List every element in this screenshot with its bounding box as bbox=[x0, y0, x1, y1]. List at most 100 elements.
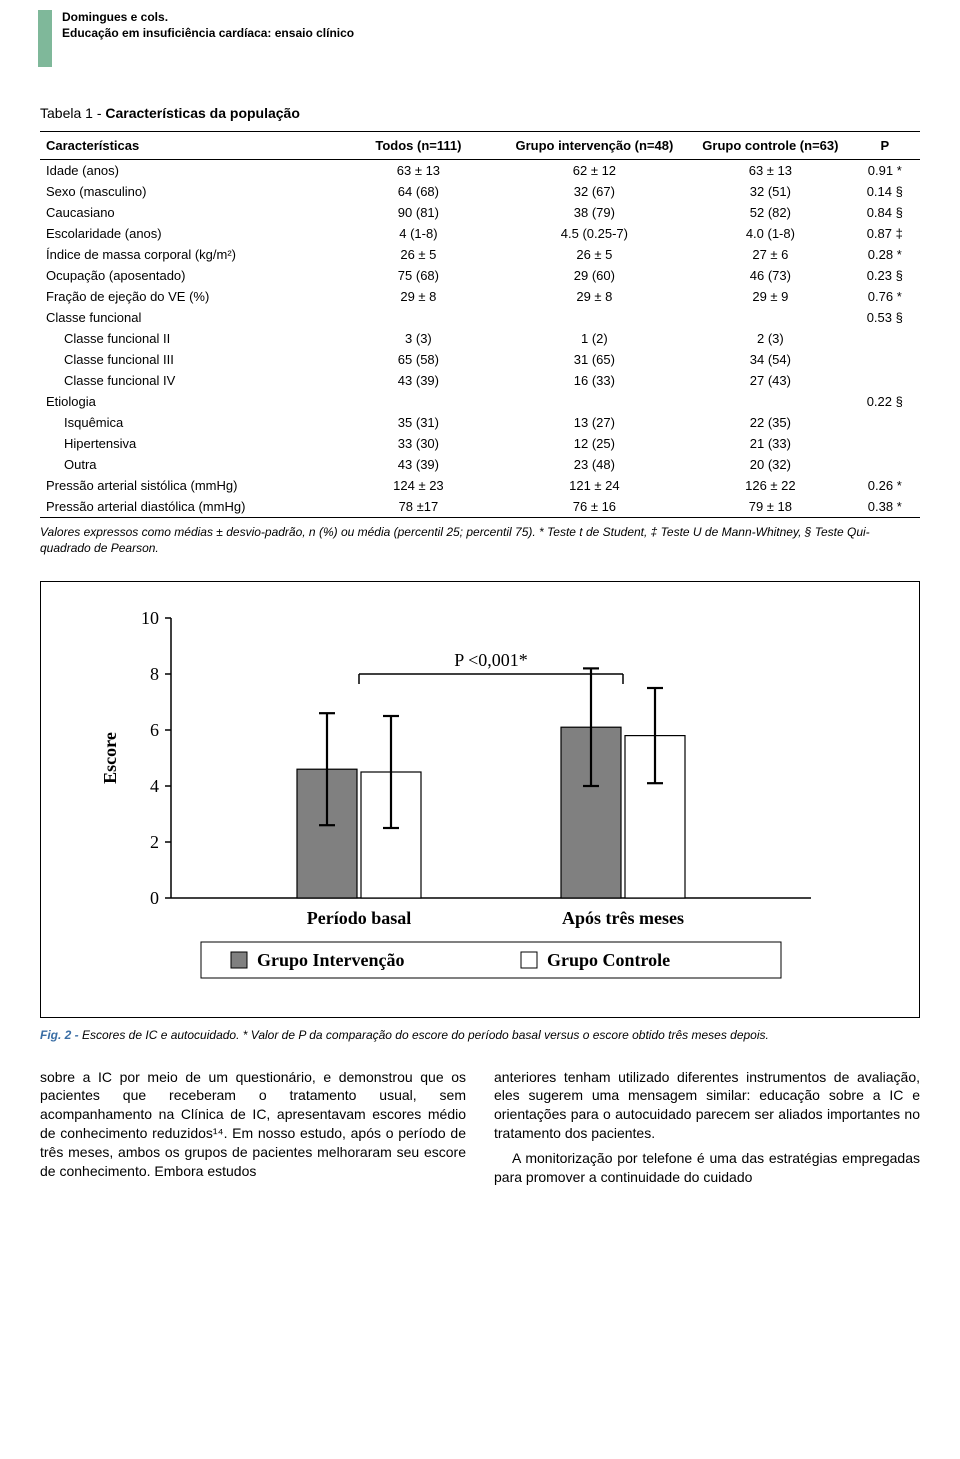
svg-text:Após três meses: Após três meses bbox=[562, 908, 684, 928]
row-value: 20 (32) bbox=[691, 454, 849, 475]
row-value: 27 (43) bbox=[691, 370, 849, 391]
row-label: Pressão arterial diastólica (mmHg) bbox=[40, 496, 339, 518]
row-value: 43 (39) bbox=[339, 370, 497, 391]
svg-text:6: 6 bbox=[150, 720, 159, 740]
bar-chart: 0246810EscorePeríodo basalApós três mese… bbox=[71, 598, 851, 998]
row-label: Outra bbox=[40, 454, 339, 475]
row-label: Pressão arterial sistólica (mmHg) bbox=[40, 475, 339, 496]
svg-text:Grupo Controle: Grupo Controle bbox=[547, 950, 670, 970]
figure-caption: Fig. 2 - Escores de IC e autocuidado. * … bbox=[40, 1028, 920, 1042]
row-value: 33 (30) bbox=[339, 433, 497, 454]
row-value: 0.91 * bbox=[850, 160, 920, 182]
row-value bbox=[850, 328, 920, 349]
row-label: Classe funcional IV bbox=[40, 370, 339, 391]
header-text: Domingues e cols. Educação em insuficiên… bbox=[62, 10, 354, 67]
table-row: Classe funcional IV43 (39)16 (33)27 (43) bbox=[40, 370, 920, 391]
row-value bbox=[339, 391, 497, 412]
row-label: Etiologia bbox=[40, 391, 339, 412]
row-value: 27 ± 6 bbox=[691, 244, 849, 265]
row-value: 29 ± 9 bbox=[691, 286, 849, 307]
header-accent-bar bbox=[38, 10, 52, 67]
row-value: 0.76 * bbox=[850, 286, 920, 307]
row-value: 32 (67) bbox=[498, 181, 692, 202]
row-value: 29 ± 8 bbox=[498, 286, 692, 307]
header-line-2: Educação em insuficiência cardíaca: ensa… bbox=[62, 26, 354, 42]
row-value: 31 (65) bbox=[498, 349, 692, 370]
table-title-bold: Características da população bbox=[105, 105, 300, 121]
header-line-1: Domingues e cols. bbox=[62, 10, 354, 26]
row-value: 0.38 * bbox=[850, 496, 920, 518]
row-value: 0.26 * bbox=[850, 475, 920, 496]
row-value: 43 (39) bbox=[339, 454, 497, 475]
row-label: Índice de massa corporal (kg/m²) bbox=[40, 244, 339, 265]
body-left-p1: sobre a IC por meio de um questionário, … bbox=[40, 1068, 466, 1181]
row-value: 1 (2) bbox=[498, 328, 692, 349]
row-value bbox=[850, 454, 920, 475]
svg-text:4: 4 bbox=[150, 776, 159, 796]
row-value bbox=[850, 412, 920, 433]
row-value: 29 ± 8 bbox=[339, 286, 497, 307]
row-value: 23 (48) bbox=[498, 454, 692, 475]
row-value: 35 (31) bbox=[339, 412, 497, 433]
row-value: 21 (33) bbox=[691, 433, 849, 454]
table-row: Hipertensiva33 (30)12 (25)21 (33) bbox=[40, 433, 920, 454]
row-value: 0.53 § bbox=[850, 307, 920, 328]
row-value: 2 (3) bbox=[691, 328, 849, 349]
table-row: Etiologia 0.22 § bbox=[40, 391, 920, 412]
row-value: 0.28 * bbox=[850, 244, 920, 265]
table-row: Pressão arterial diastólica (mmHg)78 ±17… bbox=[40, 496, 920, 518]
svg-text:Período basal: Período basal bbox=[307, 908, 412, 928]
table-row: Classe funcional0.53 § bbox=[40, 307, 920, 328]
table-row: Índice de massa corporal (kg/m²)26 ± 526… bbox=[40, 244, 920, 265]
row-value: 12 (25) bbox=[498, 433, 692, 454]
table-row: Idade (anos)63 ± 1362 ± 1263 ± 130.91 * bbox=[40, 160, 920, 182]
row-value: 75 (68) bbox=[339, 265, 497, 286]
svg-text:Escore: Escore bbox=[100, 732, 120, 784]
row-value bbox=[850, 433, 920, 454]
row-value: 0.22 § bbox=[850, 391, 920, 412]
table-row: Outra43 (39)23 (48)20 (32) bbox=[40, 454, 920, 475]
row-value: 29 (60) bbox=[498, 265, 692, 286]
row-value: 0.84 § bbox=[850, 202, 920, 223]
row-label: Classe funcional III bbox=[40, 349, 339, 370]
row-label: Sexo (masculino) bbox=[40, 181, 339, 202]
table-row: Fração de ejeção do VE (%)29 ± 829 ± 829… bbox=[40, 286, 920, 307]
row-value: 34 (54) bbox=[691, 349, 849, 370]
col-todos: Todos (n=111) bbox=[339, 132, 497, 160]
table-row: Classe funcional III65 (58)31 (65)34 (54… bbox=[40, 349, 920, 370]
table-footnote: Valores expressos como médias ± desvio-p… bbox=[40, 524, 920, 556]
row-value: 4 (1-8) bbox=[339, 223, 497, 244]
row-value: 4.5 (0.25-7) bbox=[498, 223, 692, 244]
row-value: 65 (58) bbox=[339, 349, 497, 370]
table-title: Tabela 1 - Características da população bbox=[40, 105, 920, 121]
svg-text:0: 0 bbox=[150, 888, 159, 908]
row-label: Idade (anos) bbox=[40, 160, 339, 182]
table-row: Isquêmica35 (31)13 (27)22 (35) bbox=[40, 412, 920, 433]
table-header-row: Características Todos (n=111) Grupo inte… bbox=[40, 132, 920, 160]
body-col-right: anteriores tenham utilizado diferentes i… bbox=[494, 1068, 920, 1193]
row-value bbox=[691, 391, 849, 412]
row-label: Caucasiano bbox=[40, 202, 339, 223]
figure-caption-text: Escores de IC e autocuidado. * Valor de … bbox=[82, 1028, 769, 1042]
col-p: P bbox=[850, 132, 920, 160]
page-header: Domingues e cols. Educação em insuficiên… bbox=[0, 0, 960, 67]
row-value bbox=[498, 391, 692, 412]
row-value: 52 (82) bbox=[691, 202, 849, 223]
row-value: 4.0 (1-8) bbox=[691, 223, 849, 244]
row-value: 124 ± 23 bbox=[339, 475, 497, 496]
row-value: 22 (35) bbox=[691, 412, 849, 433]
row-value: 3 (3) bbox=[339, 328, 497, 349]
row-value: 79 ± 18 bbox=[691, 496, 849, 518]
row-value: 63 ± 13 bbox=[339, 160, 497, 182]
figure-caption-lead: Fig. 2 - bbox=[40, 1028, 82, 1042]
row-value: 121 ± 24 bbox=[498, 475, 692, 496]
body-columns: sobre a IC por meio de um questionário, … bbox=[40, 1068, 920, 1193]
table-row: Pressão arterial sistólica (mmHg)124 ± 2… bbox=[40, 475, 920, 496]
row-value: 0.87 ‡ bbox=[850, 223, 920, 244]
row-value: 0.14 § bbox=[850, 181, 920, 202]
body-right-p1: anteriores tenham utilizado diferentes i… bbox=[494, 1068, 920, 1144]
body-right-p2: A monitorização por telefone é uma das e… bbox=[494, 1149, 920, 1187]
population-table: Características Todos (n=111) Grupo inte… bbox=[40, 131, 920, 518]
row-label: Escolaridade (anos) bbox=[40, 223, 339, 244]
row-value: 63 ± 13 bbox=[691, 160, 849, 182]
